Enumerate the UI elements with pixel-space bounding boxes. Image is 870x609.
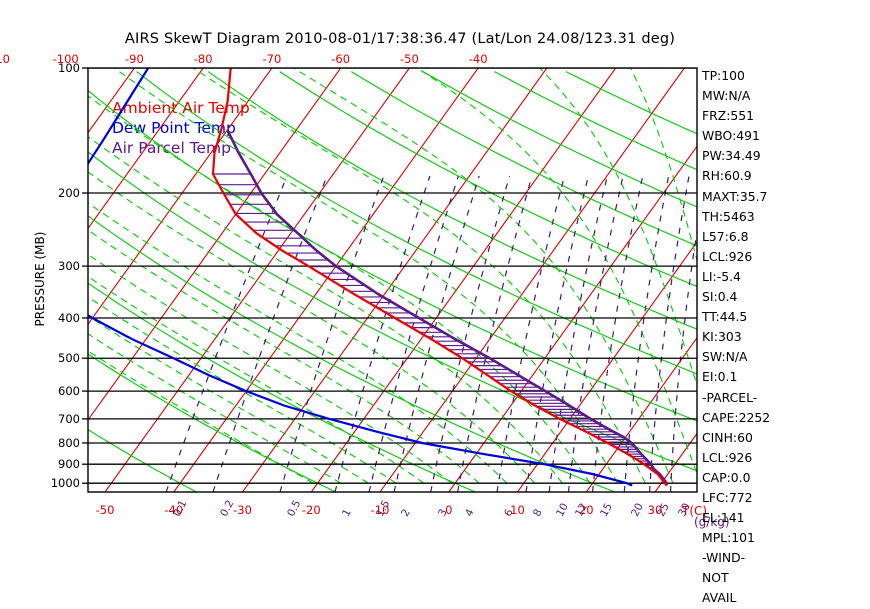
bottom-temp-tick: 20 <box>578 503 594 517</box>
pressure-tick: 900 <box>58 457 80 472</box>
top-temp-tick: -100 <box>52 52 79 66</box>
bottom-temp-tick: 0 <box>445 503 453 517</box>
index-entry: FRZ:551 <box>702 108 755 124</box>
bottom-temp-tick: -50 <box>95 503 115 517</box>
legend-item-0: Ambient Air Temp <box>112 99 250 117</box>
pressure-tick: 800 <box>58 435 80 450</box>
index-entry: WBO:491 <box>702 128 760 144</box>
bottom-temp-tick: -20 <box>301 503 321 517</box>
bottom-temp-tick: -40 <box>164 503 184 517</box>
pressure-tick: 500 <box>58 351 80 366</box>
index-entry: CINH:60 <box>702 429 753 445</box>
pressure-tick: 200 <box>58 185 80 200</box>
top-temp-tick: -60 <box>331 52 351 66</box>
index-entry: MPL:101 <box>702 530 755 546</box>
index-entry: MW:N/A <box>702 88 751 104</box>
bottom-temp-tick: 30 <box>647 503 663 517</box>
top-temp-tick: -50 <box>400 52 419 66</box>
index-entry: -PARCEL- <box>702 389 758 405</box>
legend-item-2: Air Parcel Temp <box>112 139 231 157</box>
top-temp-tick: -90 <box>125 52 144 66</box>
pressure-tick: 700 <box>58 411 80 426</box>
pressure-tick: 1000 <box>50 476 80 491</box>
bottom-temp-tick: 10 <box>510 503 525 517</box>
index-entry: RH:60.9 <box>702 168 752 184</box>
bottom-temp-tick: -30 <box>233 503 252 517</box>
index-entry: AVAIL <box>702 590 737 606</box>
index-entry: TT:44.5 <box>702 309 748 325</box>
skewt-plot <box>82 67 698 493</box>
index-entry: CAPE:2252 <box>702 409 771 425</box>
pressure-tick: 600 <box>58 384 80 399</box>
top-temp-tick: -70 <box>262 52 282 66</box>
index-entry: MAXT:35.7 <box>702 188 768 204</box>
index-entry: LFC:772 <box>702 489 753 505</box>
index-entry: EI:0.1 <box>702 369 738 385</box>
index-entry: EL:141 <box>702 510 745 526</box>
top-temp-tick: -80 <box>193 52 213 66</box>
index-entry: LCL:926 <box>702 248 753 264</box>
x-axis-mixing-label: (g/kg) <box>694 515 730 529</box>
index-entry: SI:0.4 <box>702 289 738 305</box>
index-entry: TP:100 <box>702 68 745 83</box>
index-entry: NOT <box>702 570 729 586</box>
index-entry: PW:34.49 <box>702 148 761 164</box>
top-temp-tick: -40 <box>468 52 488 66</box>
index-entry: LCL:926 <box>702 449 753 465</box>
index-entry: LI:-5.4 <box>702 268 741 284</box>
index-entry: CAP:0.0 <box>702 469 751 485</box>
x-axis-temp-label: T(C) <box>682 504 708 518</box>
page-title: AIRS SkewT Diagram 2010-08-01/17:38:36.4… <box>124 31 676 47</box>
pressure-tick: 100 <box>58 61 80 75</box>
bottom-temp-tick: -10 <box>370 503 390 517</box>
index-entry: TH:5463 <box>702 208 755 224</box>
index-entry: L57:6.8 <box>702 228 749 244</box>
pressure-tick: 400 <box>58 310 80 325</box>
index-entry: SW:N/A <box>702 349 748 365</box>
index-entry: KI:303 <box>702 329 742 345</box>
pressure-tick: 300 <box>58 259 80 274</box>
top-temp-tick: -110 <box>0 52 10 66</box>
